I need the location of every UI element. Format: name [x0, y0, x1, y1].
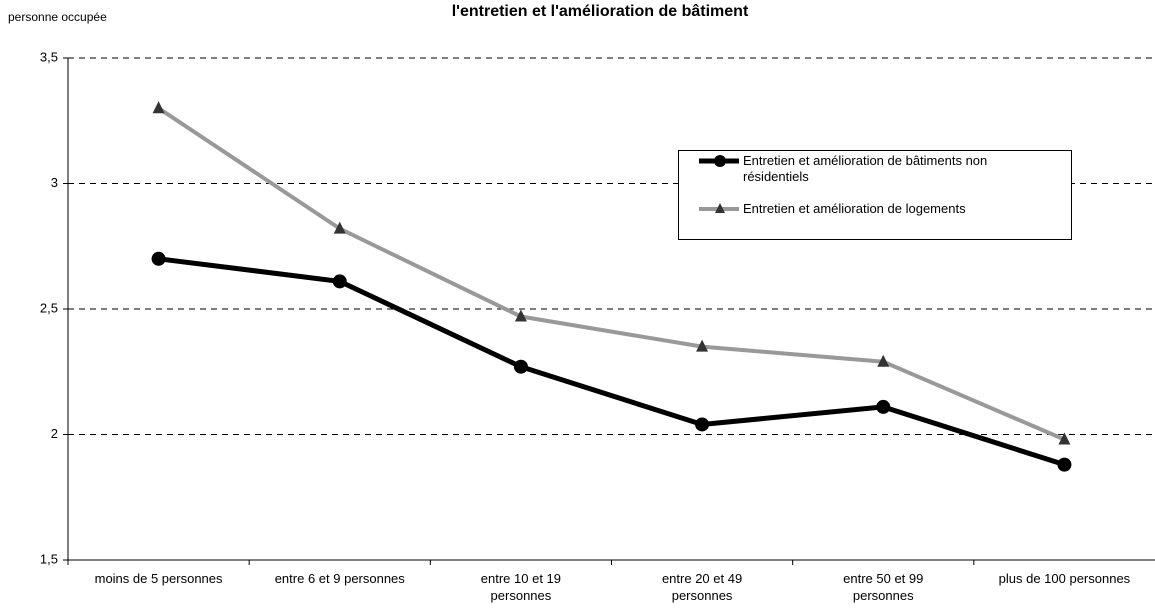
- point: [152, 101, 165, 114]
- legend: Entretien et amélioration de bâtiments n…: [678, 150, 1072, 240]
- x-tick-label: entre 50 et 99 personnes: [843, 571, 924, 603]
- y-tick-label: 1,5: [40, 551, 58, 566]
- point: [877, 354, 890, 367]
- x-tick-label: entre 20 et 49 personnes: [661, 571, 743, 603]
- point: [876, 399, 891, 414]
- y-tick-label: 3,5: [40, 49, 58, 64]
- point: [513, 359, 528, 374]
- y-tick-label: 3: [51, 175, 58, 190]
- x-tick-label: plus de 100 personnes: [998, 571, 1131, 586]
- series-line: [157, 106, 1066, 442]
- point: [1058, 432, 1071, 445]
- point: [696, 339, 709, 352]
- legend-label: Entretien et amélioration de logements: [743, 201, 966, 216]
- point: [151, 251, 166, 266]
- legend-marker: [715, 203, 725, 213]
- x-tick-label: moins de 5 personnes: [94, 571, 223, 586]
- series-line: [158, 256, 1066, 468]
- point: [514, 309, 527, 322]
- y-tick-label: 2: [51, 426, 58, 441]
- x-tick-label: entre 10 et 19 personnes: [480, 571, 562, 603]
- y-axis-label: personne occupée: [8, 10, 107, 24]
- point: [332, 274, 347, 289]
- point: [1057, 457, 1072, 472]
- legend-swatches: [699, 155, 739, 213]
- legend-label: Entretien et amélioration de bâtiments n…: [743, 153, 988, 184]
- legend-marker: [714, 155, 726, 167]
- y-tick-label: 2,5: [40, 300, 58, 315]
- chart-title: l'entretien et l'amélioration de bâtimen…: [452, 3, 749, 20]
- x-tick-label: entre 6 et 9 personnes: [274, 571, 405, 586]
- point: [695, 417, 710, 432]
- point: [333, 221, 346, 234]
